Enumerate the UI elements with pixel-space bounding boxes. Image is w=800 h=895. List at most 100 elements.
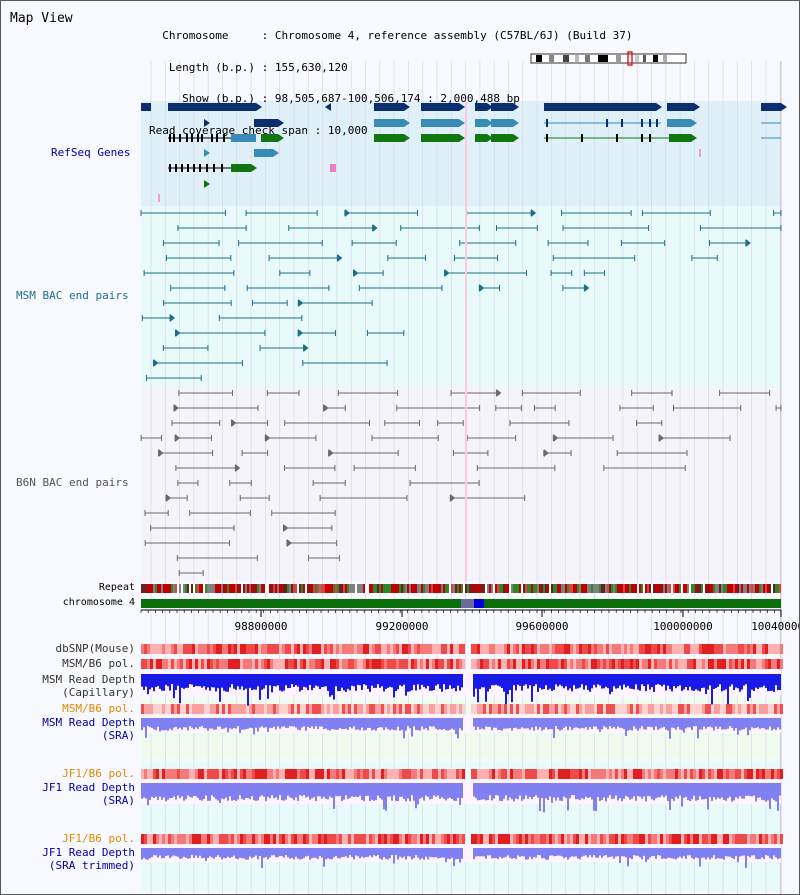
jf1-depth-bar xyxy=(277,783,279,800)
msm-depth-sra-bar xyxy=(725,718,727,730)
jf1-depth-bar xyxy=(729,783,731,797)
jf1-depth-trim-bar xyxy=(173,848,175,856)
msm-pol-sra-cell xyxy=(411,704,414,714)
jf1-depth-bar xyxy=(407,783,409,799)
msm-depth-sra-bar xyxy=(609,718,611,727)
jf1-depth-trim-bar xyxy=(371,848,373,858)
jf1-depth-bar xyxy=(549,783,551,797)
repeat-mark xyxy=(715,584,717,593)
jf1-pol-trim-cell xyxy=(336,834,339,844)
msm-pol-sra-cell xyxy=(549,704,552,714)
jf1-pol-cell xyxy=(147,769,150,779)
msm-depth-cap-bar xyxy=(323,674,325,687)
msm-pol-cell xyxy=(597,659,600,669)
msm-depth-sra-bar xyxy=(455,718,457,735)
dbsnp-cell xyxy=(312,644,315,654)
jf1-depth-trim-bar xyxy=(247,848,249,860)
msm-pol-cell xyxy=(276,659,279,669)
repeat-mark xyxy=(169,584,171,593)
jf1-depth-trim-bar xyxy=(501,848,503,859)
msm-depth-cap-bar xyxy=(643,674,645,687)
jf1-pol-trim-cell xyxy=(615,834,618,844)
jf1-pol-trim-cell xyxy=(165,834,168,844)
jf1-depth-bar xyxy=(295,783,297,798)
msm-pol-sra-cell xyxy=(423,704,426,714)
jf1-depth-trim-bar xyxy=(327,848,329,859)
msm-pol-sra-cell xyxy=(354,704,357,714)
msm-depth-sra-bar xyxy=(705,718,707,729)
jf1-depth-trim-bar xyxy=(775,848,777,858)
msm-pol-cell xyxy=(657,659,660,669)
msm-pol-cell xyxy=(660,659,663,669)
dbsnp-cell xyxy=(717,644,720,654)
msm-depth-sra-bar xyxy=(583,718,585,729)
jf1-pol-trim-cell xyxy=(297,834,300,844)
jf1-pol-cell xyxy=(555,769,558,779)
dbsnp-cell xyxy=(735,644,738,654)
msm-bac-label[interactable]: MSM BAC end pairs xyxy=(16,289,129,302)
jf1-depth-trim-bar xyxy=(721,848,723,859)
msm-bac-arrow xyxy=(175,329,181,337)
msm-depth-sra-bar xyxy=(611,718,613,729)
ruler-tick-label: 99600000 xyxy=(516,620,569,633)
refseq-genes-label[interactable]: RefSeq Genes xyxy=(51,146,131,159)
jf1-depth-trim-bar xyxy=(505,848,507,857)
repeat-mark xyxy=(409,584,411,593)
jf1-depth-bar xyxy=(749,783,751,797)
msm-pol-cell xyxy=(723,659,726,669)
jf1-pol-trim-cell xyxy=(378,834,381,844)
jf1-depth-bar xyxy=(279,783,281,796)
repeat-mark xyxy=(275,584,277,593)
repeat-mark xyxy=(445,584,447,593)
msm-depth-cap-bar xyxy=(163,674,165,691)
msm-pol-cell xyxy=(516,659,519,669)
repeat-mark xyxy=(253,584,255,593)
dbsnp-cell xyxy=(588,644,591,654)
msm-depth-cap-bar xyxy=(673,674,675,687)
jf1-depth-bar xyxy=(185,783,187,800)
repeat-mark xyxy=(221,584,223,593)
jf1-depth-trim-bar xyxy=(581,848,583,857)
repeat-mark xyxy=(453,584,455,593)
msm-depth-sra-bar xyxy=(655,718,657,727)
msm-depth-sra-bar xyxy=(183,718,185,728)
msm-depth-cap-bar xyxy=(289,674,291,688)
msm-depth-sra-bar xyxy=(561,718,563,730)
repeat-mark xyxy=(659,584,661,593)
jf1-depth-bar xyxy=(485,783,487,801)
jf1-depth-bar xyxy=(171,783,173,799)
msm-depth-cap-bar xyxy=(615,674,617,689)
jf1-pol-trim-cell xyxy=(753,834,756,844)
msm-depth-cap-bar xyxy=(657,674,659,685)
jf1-depth-trim-bar xyxy=(617,848,619,857)
msm-depth-cap-bar xyxy=(415,674,417,691)
msm-depth-cap-bar xyxy=(405,674,407,696)
jf1-depth-bar xyxy=(589,783,591,798)
jf1-depth-bar xyxy=(547,783,549,801)
msm-depth-sra-bar xyxy=(219,718,221,727)
jf1-depth-trim-bar xyxy=(143,848,145,858)
repeat-mark xyxy=(689,584,691,593)
repeat-mark xyxy=(527,584,529,593)
jf1-depth-bar xyxy=(145,783,147,799)
msm-depth-sra-bar xyxy=(205,718,207,729)
repeat-mark xyxy=(351,584,353,593)
jf1-depth-bar xyxy=(297,783,299,801)
refseq-gene xyxy=(254,149,273,157)
dbsnp-cell xyxy=(585,644,588,654)
jf1-pol-cell xyxy=(399,769,402,779)
msm-depth-sra-bar xyxy=(437,718,439,730)
msm-depth-cap-bar xyxy=(281,674,283,692)
msm-depth-cap-bar xyxy=(601,674,603,689)
jf1-depth-trim-bar xyxy=(161,848,163,859)
repeat-mark xyxy=(385,584,387,593)
repeat-mark xyxy=(315,584,317,593)
msm-depth-sra-bar xyxy=(363,718,365,731)
jf1-depth-trim-bar xyxy=(365,848,367,857)
msm-depth-cap-bar xyxy=(731,674,733,685)
dbsnp-cell xyxy=(309,644,312,654)
msm-pol-cell xyxy=(282,659,285,669)
msm-pol-sra-cell xyxy=(603,704,606,714)
b6n-bac-label[interactable]: B6N BAC end pairs xyxy=(16,476,129,489)
